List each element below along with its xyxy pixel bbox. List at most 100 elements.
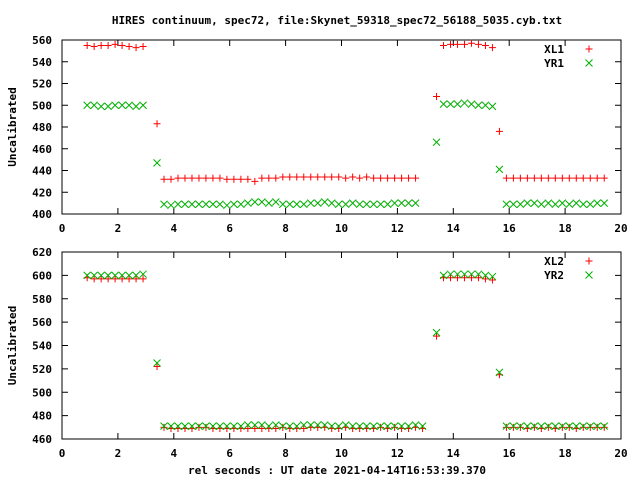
data-point-xl1 <box>523 174 531 182</box>
x-tick-label: 18 <box>558 222 571 235</box>
data-point-xl1 <box>342 174 350 182</box>
data-point-yr2 <box>230 422 238 430</box>
data-point-yr1 <box>83 101 92 110</box>
data-point-yr2 <box>453 270 462 279</box>
x-tick-label: 16 <box>503 222 517 235</box>
legend-label: YR2 <box>544 269 564 282</box>
data-point-xl2 <box>111 275 119 283</box>
data-point-yr2 <box>516 422 525 430</box>
data-point-yr2 <box>537 422 546 430</box>
x-tick-label: 20 <box>614 222 627 235</box>
legend-label: XL2 <box>544 255 564 268</box>
x-tick-label: 0 <box>59 222 66 235</box>
data-point-yr1 <box>544 199 553 207</box>
y-axis-label: Uncalibrated <box>6 306 19 385</box>
data-point-xl1 <box>181 174 189 182</box>
data-point-xl2 <box>460 274 468 282</box>
x-tick-label: 0 <box>59 447 66 460</box>
data-point-xl1 <box>237 175 245 183</box>
data-point-xl1 <box>349 173 357 181</box>
data-point-xl1 <box>440 41 448 49</box>
data-point-xl2 <box>160 423 168 431</box>
y-tick-label: 560 <box>32 316 52 329</box>
data-point-yr1 <box>502 200 511 209</box>
data-point-yr2 <box>216 422 224 430</box>
data-point-yr1 <box>397 199 406 207</box>
data-point-yr2 <box>397 422 406 430</box>
data-point-yr1 <box>181 200 189 209</box>
data-point-xl1 <box>474 40 482 48</box>
data-point-xl1 <box>188 174 196 182</box>
data-point-xl2 <box>453 274 461 282</box>
data-point-yr2 <box>139 270 147 279</box>
plot-frame <box>61 251 622 440</box>
data-point-yr2 <box>495 368 504 377</box>
y-tick-label: 440 <box>32 165 52 178</box>
data-point-yr1 <box>551 200 560 209</box>
legend-label: YR1 <box>544 57 564 70</box>
x-tick-label: 8 <box>282 222 289 235</box>
data-point-xl1 <box>328 173 336 181</box>
y-tick-label: 400 <box>32 208 52 221</box>
data-point-yr2 <box>209 422 217 430</box>
data-point-yr2 <box>355 422 364 430</box>
data-point-yr1 <box>118 101 126 110</box>
data-point-yr1 <box>278 200 287 209</box>
data-point-xl1 <box>286 173 294 181</box>
data-point-xl1 <box>600 174 608 182</box>
data-point-xl1 <box>335 173 343 181</box>
data-point-xl1 <box>481 41 489 49</box>
data-point-yr2 <box>306 421 315 429</box>
x-tick-label: 6 <box>226 447 233 460</box>
legend-marker <box>585 257 593 265</box>
x-tick-label: 20 <box>614 447 627 460</box>
data-point-xl1 <box>384 174 392 182</box>
data-point-xl1 <box>412 174 420 182</box>
x-tick-label: 2 <box>115 222 122 235</box>
data-point-xl1 <box>104 41 112 49</box>
x-tick-label: 10 <box>335 222 348 235</box>
data-point-yr2 <box>369 422 378 430</box>
legend-marker <box>585 271 593 279</box>
data-point-xl1 <box>314 173 322 181</box>
y-tick-label: 500 <box>32 99 52 112</box>
x-axis-label: rel seconds : UT date 2021-04-14T16:53:3… <box>188 464 486 477</box>
data-point-yr1 <box>160 200 168 209</box>
data-point-xl2 <box>132 275 140 283</box>
data-point-yr2 <box>111 271 119 280</box>
data-point-yr2 <box>104 271 112 280</box>
plot-frame <box>61 39 622 215</box>
data-point-xl1 <box>530 174 538 182</box>
data-point-xl2 <box>481 275 489 283</box>
data-point-xl1 <box>453 40 461 48</box>
data-point-yr1 <box>537 200 546 209</box>
data-point-yr2 <box>313 421 322 429</box>
data-point-xl1 <box>167 175 175 183</box>
data-point-yr1 <box>348 199 357 207</box>
data-point-yr2 <box>565 422 574 430</box>
data-point-yr2 <box>572 422 581 430</box>
data-point-yr2 <box>411 421 420 429</box>
data-point-yr2 <box>488 272 497 281</box>
data-point-yr2 <box>481 271 490 280</box>
data-point-xl1 <box>293 173 301 181</box>
y-tick-label: 540 <box>32 56 52 69</box>
data-point-yr2 <box>118 271 126 280</box>
x-tick-label: 12 <box>391 447 404 460</box>
data-point-xl1 <box>509 174 517 182</box>
y-tick-label: 460 <box>32 433 52 446</box>
data-point-xl1 <box>495 127 503 135</box>
data-point-xl1 <box>279 173 287 181</box>
data-point-yr1 <box>439 100 448 109</box>
data-point-xl2 <box>447 274 455 282</box>
data-point-yr2 <box>97 271 105 280</box>
data-point-xl2 <box>509 423 517 431</box>
data-point-xl2 <box>579 423 587 431</box>
data-point-xl1 <box>265 174 273 182</box>
y-tick-label: 520 <box>32 78 52 91</box>
data-point-yr1 <box>558 199 567 207</box>
x-tick-label: 14 <box>447 447 461 460</box>
data-point-yr1 <box>579 200 588 209</box>
data-point-yr2 <box>132 271 140 280</box>
data-point-xl2 <box>474 274 482 282</box>
